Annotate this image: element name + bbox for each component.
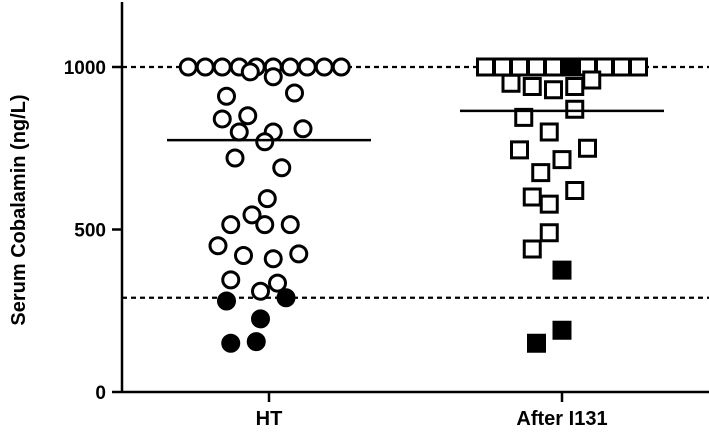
x-category-label: HT (256, 408, 283, 430)
x-axis-ticks: HT After I131 (256, 392, 608, 430)
y-axis-title: Serum Cobalamin (ng/L) (8, 94, 30, 325)
y-tick-label: 1000 (64, 58, 106, 79)
open-circle-point (238, 106, 258, 126)
open-square-point (612, 57, 631, 77)
y-tick-label: 500 (74, 221, 106, 242)
y-axis-ticks: 0 500 1000 (64, 58, 122, 404)
filled-circle-point (251, 309, 270, 329)
open-square-point (501, 73, 521, 93)
open-circle-point (293, 119, 313, 139)
open-square-point (565, 181, 585, 200)
open-square-point (510, 57, 529, 77)
open-circle-point (221, 270, 241, 290)
open-circle-point (212, 57, 232, 77)
open-square-point (531, 163, 551, 183)
filled-circle-point (221, 333, 241, 353)
open-square-point (539, 122, 559, 142)
open-circle-point (257, 189, 277, 209)
open-square-point (539, 223, 559, 243)
open-square-point (522, 187, 542, 207)
open-square-point (522, 239, 542, 259)
open-square-point (578, 138, 597, 158)
open-circle-point (263, 67, 283, 87)
open-circle-point (178, 57, 198, 77)
open-circle-point (268, 273, 287, 293)
open-square-point (522, 77, 542, 96)
open-circle-point (208, 236, 228, 256)
open-circle-point (255, 132, 275, 152)
x-category-label: After I131 (516, 408, 607, 430)
open-square-point (565, 99, 585, 119)
open-circle-point (280, 215, 300, 235)
open-circle-point (272, 158, 292, 178)
open-circle-point (289, 244, 309, 264)
filled-square-point (527, 333, 546, 353)
filled-square-point (552, 320, 572, 340)
reference-lines (122, 65, 709, 299)
filled-circle-point (246, 332, 266, 352)
filled-circle-point (217, 291, 236, 311)
open-circle-point (229, 122, 249, 142)
open-circle-point (225, 148, 245, 168)
data-points (178, 57, 648, 353)
mean-lines (167, 109, 664, 142)
open-circle-point (280, 57, 300, 77)
open-circle-point (331, 57, 351, 77)
open-circle-point (242, 205, 262, 225)
open-circle-point (285, 83, 304, 103)
open-circle-point (251, 281, 270, 301)
open-circle-point (212, 109, 232, 129)
open-circle-point (195, 57, 215, 77)
open-square-point (493, 57, 512, 77)
open-square-point (629, 57, 648, 77)
open-circle-point (263, 249, 283, 269)
open-square-point (544, 80, 563, 100)
open-circle-point (297, 57, 317, 77)
open-circle-point (217, 86, 236, 106)
open-circle-point (314, 57, 334, 77)
open-square-point (527, 57, 546, 77)
open-square-point (544, 57, 563, 77)
filled-circle-point (276, 288, 296, 308)
filled-square-point (552, 260, 572, 280)
y-tick-label: 0 (95, 383, 106, 404)
filled-square-point (561, 57, 580, 77)
open-square-point (510, 140, 529, 160)
open-square-point (565, 77, 585, 96)
open-square-point (514, 107, 534, 127)
open-circle-point (240, 62, 260, 82)
open-circle-point (234, 246, 253, 265)
open-circle-point (221, 215, 241, 235)
open-circle-point (255, 215, 275, 235)
open-square-point (539, 194, 559, 214)
open-square-point (582, 70, 602, 90)
open-square-point (476, 57, 495, 77)
open-square-point (552, 150, 572, 170)
